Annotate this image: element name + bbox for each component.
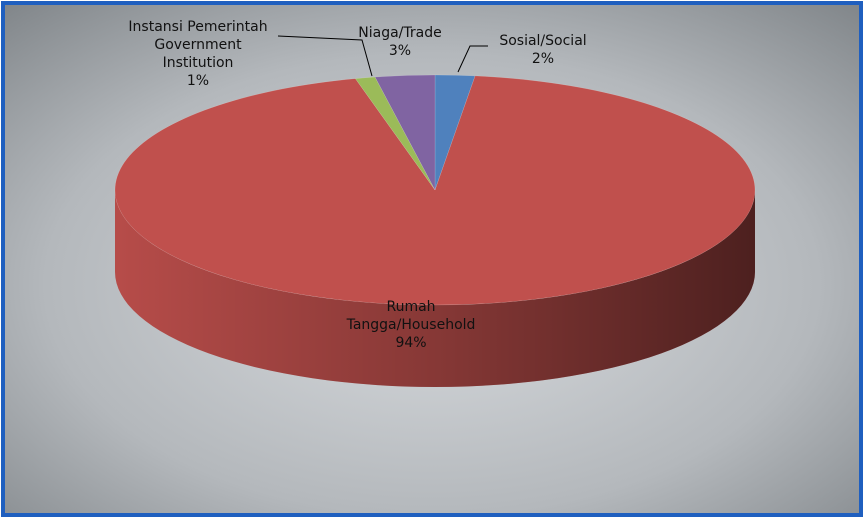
leader-line xyxy=(277,35,373,77)
slice xyxy=(374,74,436,191)
data-label: Niaga/Trade 3% xyxy=(345,24,455,60)
label-category: Sosial/Social xyxy=(499,33,587,49)
label-value: 2% xyxy=(531,51,555,67)
data-label: Rumah Tangga/Household 94% xyxy=(341,298,481,352)
label-value: 94% xyxy=(395,335,427,351)
pie xyxy=(114,74,756,387)
side-shade xyxy=(115,190,755,387)
leader-line xyxy=(457,45,488,73)
label-category: Rumah Tangga/Household xyxy=(346,299,476,333)
slice xyxy=(114,75,756,306)
label-value: 3% xyxy=(388,43,412,59)
data-label: Sosial/Social 2% xyxy=(488,32,598,68)
data-label: Instansi Pemerintah Government Instituti… xyxy=(118,18,278,90)
label-category: Niaga/Trade xyxy=(358,25,442,41)
slice xyxy=(354,76,436,191)
label-category: Instansi Pemerintah Government Instituti… xyxy=(128,19,268,71)
label-value: 1% xyxy=(186,73,210,89)
slice xyxy=(434,74,476,191)
